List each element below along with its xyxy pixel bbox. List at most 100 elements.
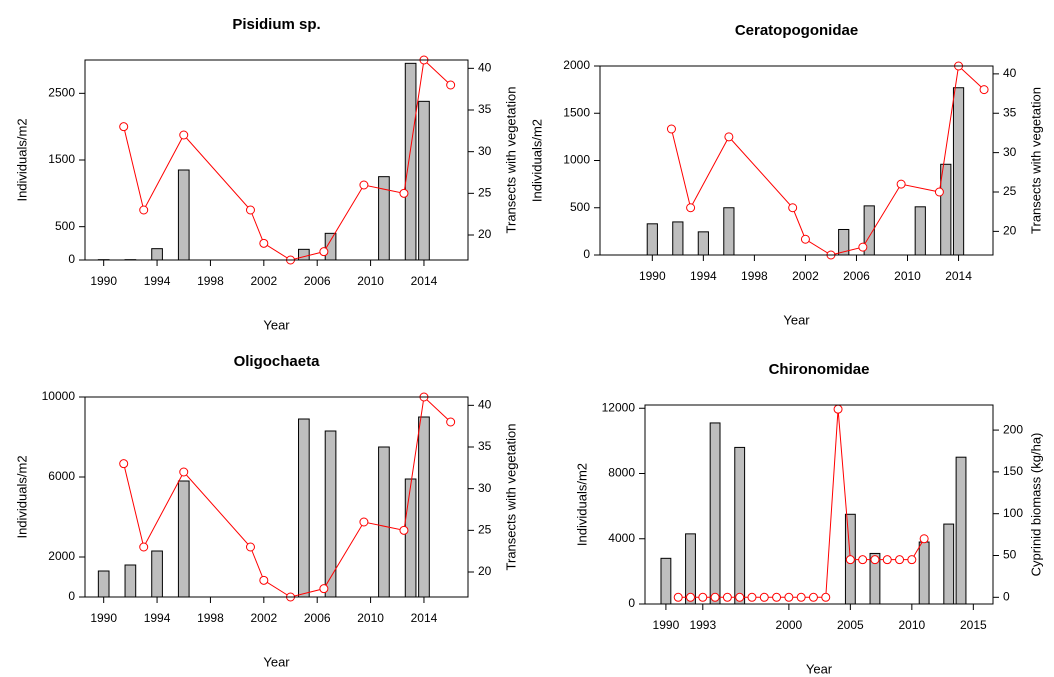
x-axis-label: Year (783, 312, 810, 327)
bar (660, 557, 672, 605)
chart-title: Pisidium sp. (232, 16, 320, 33)
y2-tick-label: 40 (478, 398, 492, 412)
point (979, 85, 989, 95)
point (919, 534, 929, 544)
point (772, 592, 782, 602)
x-tick-label: 1998 (741, 269, 768, 283)
y-tick-label: 10000 (42, 389, 76, 403)
y-tick-label: 8000 (608, 466, 635, 480)
point (934, 187, 944, 197)
y2-tick-label: 35 (478, 439, 492, 453)
point (784, 592, 794, 602)
y2-axis-label: Cyprinid biomass (kg/ha) (1028, 433, 1043, 577)
bar (418, 416, 430, 598)
bar (914, 206, 926, 256)
x-tick-label: 2010 (894, 269, 921, 283)
y2-tick-label: 20 (478, 227, 492, 241)
x-tick-label: 2014 (411, 274, 438, 288)
bar (940, 163, 952, 256)
point (698, 592, 708, 602)
x-tick-label: 2010 (357, 274, 384, 288)
x-tick-label: 2015 (960, 618, 987, 632)
plot-frame (84, 396, 469, 598)
bar (943, 523, 955, 605)
x-axis-label: Year (806, 661, 833, 676)
point (808, 592, 818, 602)
y-tick-label: 12000 (602, 400, 636, 414)
bar (952, 87, 965, 256)
x-tick-label: 2000 (776, 618, 803, 632)
line (670, 64, 985, 256)
point (735, 592, 745, 602)
point (870, 555, 880, 565)
y2-tick-label: 0 (1003, 589, 1010, 603)
x-tick-label: 2006 (843, 269, 870, 283)
y2-tick-label: 30 (478, 481, 492, 495)
y-tick-label: 0 (628, 596, 635, 610)
y2-tick-label: 25 (478, 186, 492, 200)
point (446, 417, 456, 427)
y2-tick-label: 35 (478, 102, 492, 116)
x-tick-label: 1998 (197, 611, 224, 625)
x-tick-label: 2014 (945, 269, 972, 283)
x-axis-label: Year (263, 654, 290, 669)
bar (177, 169, 190, 261)
y2-tick-label: 35 (1003, 105, 1017, 119)
y-tick-label: 1500 (563, 105, 590, 119)
y-axis-label: Individuals/m2 (529, 119, 544, 202)
x-tick-label: 1994 (690, 269, 717, 283)
point (896, 179, 906, 189)
bar (404, 478, 417, 598)
bar (151, 550, 163, 598)
x-tick-label: 2002 (250, 274, 277, 288)
point (259, 575, 269, 585)
point (710, 592, 720, 602)
y-tick-label: 1000 (563, 153, 590, 167)
bar (298, 248, 310, 261)
point (666, 124, 676, 134)
point (359, 517, 369, 527)
y2-axis-label: Transects with vegetation (503, 424, 518, 571)
x-axis-label: Year (263, 317, 290, 332)
point (882, 555, 892, 565)
point (446, 80, 456, 90)
y-axis-label: Individuals/m2 (14, 455, 29, 538)
x-tick-label: 1993 (689, 618, 716, 632)
x-tick-label: 2002 (792, 269, 819, 283)
y2-tick-label: 20 (1003, 224, 1017, 238)
y-tick-label: 500 (55, 219, 75, 233)
x-tick-label: 2010 (898, 618, 925, 632)
y2-tick-label: 20 (478, 564, 492, 578)
panel: Chironomidae Year Individuals/m2 Cyprinid b… (574, 361, 1043, 676)
plot-frame (644, 404, 994, 605)
point (907, 555, 917, 565)
x-tick-label: 1994 (144, 274, 171, 288)
point (319, 584, 329, 594)
y2-tick-label: 100 (1003, 506, 1023, 520)
y2-tick-label: 25 (1003, 184, 1017, 198)
point (722, 592, 732, 602)
y-axis-label: Individuals/m2 (14, 118, 29, 201)
bar (97, 570, 110, 598)
x-tick-label: 2006 (304, 274, 331, 288)
y-tick-label: 6000 (48, 469, 75, 483)
bar (646, 223, 658, 256)
point (796, 592, 806, 602)
panel: Ceratopogonidae Year Individuals/m2 Transec… (529, 22, 1043, 327)
point (759, 592, 769, 602)
point (788, 203, 798, 213)
x-tick-label: 1990 (90, 274, 117, 288)
y2-tick-label: 30 (478, 144, 492, 158)
point (179, 130, 189, 140)
y-tick-label: 2500 (48, 86, 75, 100)
chart-title: Oligochaeta (234, 353, 321, 370)
y-axis-label: Individuals/m2 (574, 463, 589, 546)
point (139, 205, 149, 215)
point (319, 247, 329, 257)
bar (672, 221, 684, 256)
point (747, 592, 757, 602)
point (686, 203, 696, 213)
point (139, 542, 149, 552)
point (245, 542, 255, 552)
